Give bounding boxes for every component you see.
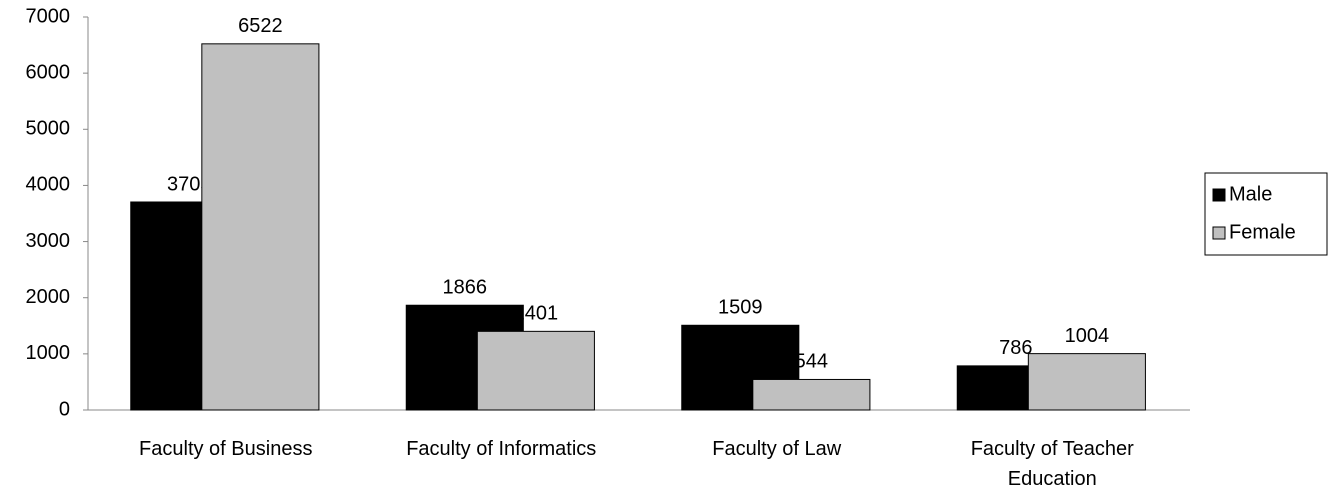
- x-tick-label: Faculty of Business: [139, 438, 313, 460]
- data-label: 3705: [167, 173, 212, 195]
- legend-swatch: [1212, 188, 1226, 202]
- legend-label: Male: [1229, 183, 1272, 205]
- x-tick-label: Faculty of Teacher Education: [970, 438, 1134, 490]
- y-tick-label: 6000: [26, 61, 71, 83]
- legend-label: Female: [1229, 221, 1296, 243]
- y-tick-label: 5000: [26, 118, 71, 140]
- y-tick-label: 2000: [26, 286, 71, 308]
- data-label: 1866: [443, 277, 488, 299]
- data-label: 786: [999, 337, 1032, 359]
- data-label: 1004: [1065, 325, 1110, 347]
- bar: [1027, 353, 1146, 411]
- y-tick-label: 7000: [26, 5, 71, 27]
- legend-box: [1204, 172, 1328, 256]
- data-label: 6522: [238, 15, 283, 37]
- x-tick-label: Faculty of Law: [712, 438, 842, 460]
- y-tick-label: 3000: [26, 230, 71, 252]
- bar: [201, 43, 320, 411]
- data-label: 1509: [718, 297, 763, 319]
- data-label: 1401: [514, 303, 559, 325]
- y-tick-label: 0: [59, 398, 70, 420]
- legend-swatch: [1212, 226, 1226, 240]
- x-tick-label: Faculty of Informatics: [406, 438, 597, 460]
- bar: [476, 330, 595, 411]
- y-tick-label: 1000: [26, 342, 71, 364]
- y-tick-label: 4000: [26, 174, 71, 196]
- data-label: 544: [795, 351, 828, 373]
- bar: [752, 378, 871, 411]
